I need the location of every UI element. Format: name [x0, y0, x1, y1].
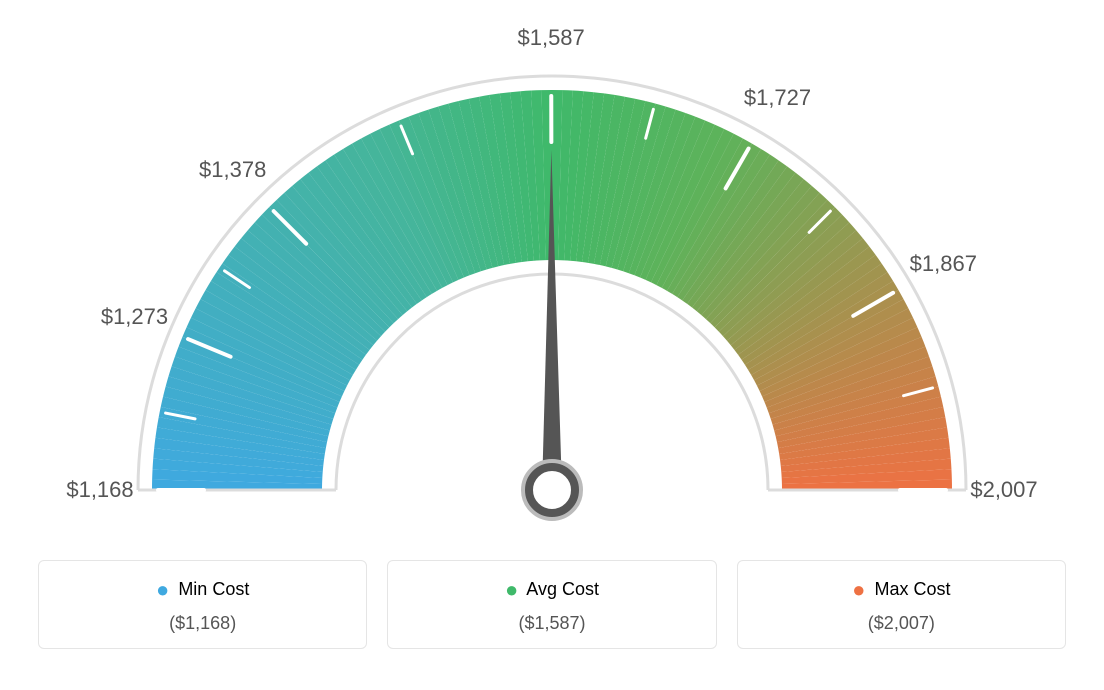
legend-label-max: Max Cost: [874, 579, 950, 599]
legend-value-avg: ($1,587): [398, 613, 705, 634]
cost-gauge-chart: $1,168 $1,273 $1,378 $1,587 $1,727 $1,867 $2,0…: [20, 20, 1084, 670]
gauge-tick-label: $1,378: [199, 157, 266, 183]
legend-title-min: ● Min Cost: [49, 577, 356, 603]
legend-card-max: ● Max Cost ($2,007): [737, 560, 1066, 649]
gauge-tick-label: $1,273: [101, 304, 168, 330]
legend-value-min: ($1,168): [49, 613, 356, 634]
legend-label-min: Min Cost: [178, 579, 249, 599]
gauge-tick-label: $1,867: [910, 251, 977, 277]
legend-card-min: ● Min Cost ($1,168): [38, 560, 367, 649]
legend-dot-avg: ●: [505, 577, 518, 602]
gauge-area: $1,168 $1,273 $1,378 $1,587 $1,727 $1,867 $2,0…: [20, 20, 1084, 560]
legend-title-avg: ● Avg Cost: [398, 577, 705, 603]
gauge-tick-label: $2,007: [970, 477, 1037, 503]
legend-row: ● Min Cost ($1,168) ● Avg Cost ($1,587) …: [20, 560, 1084, 649]
legend-dot-min: ●: [156, 577, 169, 602]
legend-dot-max: ●: [852, 577, 865, 602]
legend-label-avg: Avg Cost: [526, 579, 599, 599]
legend-title-max: ● Max Cost: [748, 577, 1055, 603]
gauge-tick-label: $1,587: [517, 25, 584, 51]
legend-card-avg: ● Avg Cost ($1,587): [387, 560, 716, 649]
gauge-tick-label: $1,168: [66, 477, 133, 503]
gauge-tick-label: $1,727: [744, 85, 811, 111]
gauge-svg: [20, 20, 1084, 560]
legend-value-max: ($2,007): [748, 613, 1055, 634]
